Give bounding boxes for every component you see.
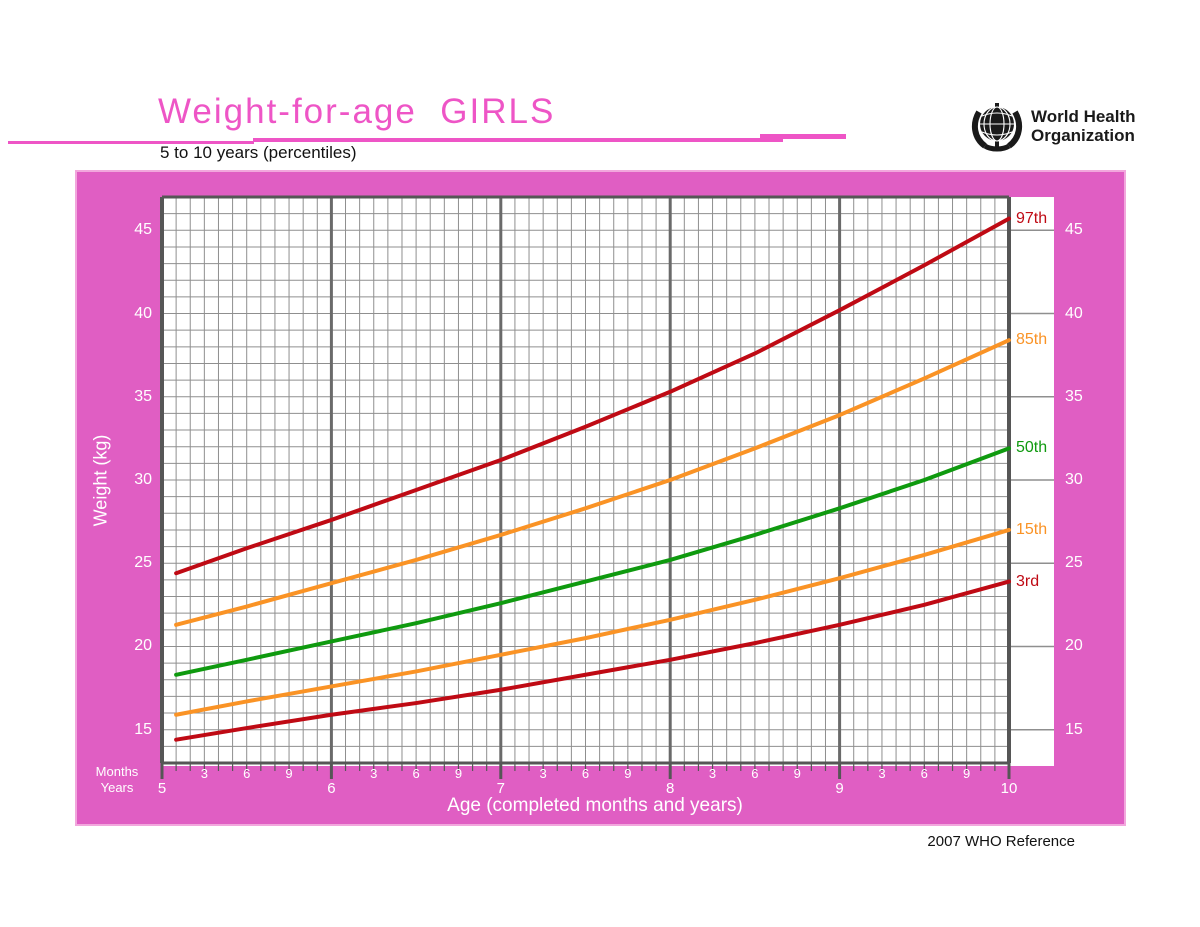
xtick-label-year: 5: [157, 780, 167, 797]
months-row-caption: Months: [95, 764, 139, 779]
curve-label-97th: 97th: [1016, 209, 1048, 227]
xtick-label-month: 6: [412, 766, 420, 781]
xtick-label-month: 6: [920, 766, 928, 781]
ytick-label-left: 30: [134, 471, 152, 488]
percentile-curve-50th: [174, 446, 1011, 677]
percentile-curve-97th: [174, 216, 1011, 576]
ytick-label-left: 15: [134, 720, 152, 738]
ytick-label-right: 35: [1065, 387, 1083, 405]
xtick-label-year: 6: [327, 780, 336, 797]
ytick-label-right: 15: [1065, 720, 1083, 738]
chart-panel: 15 15 20 20 25 25 30 30 35 35 40 40 45 45 5 3 6 9 6 3 6 9 7 3 6 9…: [75, 170, 1126, 826]
xtick-label-month: 9: [793, 766, 801, 781]
percentile-curve-85th: [174, 338, 1011, 627]
ytick-label-left: 40: [134, 304, 152, 322]
ytick-label-left: 25: [134, 554, 152, 572]
panel-edge: [75, 170, 1126, 826]
axis-labels-overlay: 15 15 20 20 25 25 30 30 35 35 40 40 45 45 5 3 6 9 6 3 6 9 7 3 6 9…: [75, 170, 1126, 826]
percentile-curve-3rd: [174, 579, 1011, 742]
curve-label-3rd: 3rd: [1016, 572, 1040, 590]
title-underline-segment: [253, 138, 783, 142]
xtick-label-month: 9: [454, 766, 463, 781]
ytick-label-right: 25: [1065, 554, 1083, 572]
xtick-label-month: 3: [370, 766, 378, 781]
years-row-caption: Years: [100, 780, 134, 795]
ytick-label-left: 45: [134, 221, 152, 239]
xtick-label-year: 8: [666, 780, 675, 797]
xtick-label-month: 9: [285, 766, 293, 781]
who-logo-line2: Organization: [1031, 126, 1135, 145]
who-logo-text: World Health Organization: [1031, 107, 1136, 145]
ytick-label-right: 30: [1065, 471, 1083, 488]
xtick-label-month: 3: [539, 766, 547, 781]
xtick-label-year: 9: [835, 780, 844, 797]
who-globe-icon: [971, 103, 1023, 152]
y-axis-title: Weight (kg): [90, 434, 111, 527]
ytick-label-right: 20: [1065, 637, 1083, 655]
xtick-label-month: 9: [624, 766, 632, 781]
ytick-label-left: 20: [134, 637, 152, 655]
title-underline-segment: [8, 141, 254, 144]
xtick-label-month: 3: [708, 766, 717, 781]
percentile-curve-15th: [174, 527, 1011, 717]
reference-note: 2007 WHO Reference: [927, 833, 1075, 850]
curve-label-85th: 85th: [1016, 331, 1048, 349]
ytick-label-right: 45: [1065, 221, 1083, 239]
curve-label-15th: 15th: [1016, 520, 1048, 538]
xtick-label-month: 9: [963, 766, 971, 781]
title-underline-segment: [760, 134, 846, 139]
page-title: Weight-for-age GIRLS: [158, 92, 556, 131]
growth-curves-plot: [75, 170, 1126, 826]
xtick-label-year: 7: [496, 780, 505, 797]
xtick-label-year: 10: [1000, 780, 1018, 797]
who-logo-line1: World Health: [1031, 107, 1136, 126]
x-axis-title: Age (completed months and years): [447, 795, 743, 816]
xtick-label-month: 3: [878, 766, 886, 781]
xtick-label-month: 6: [581, 766, 590, 781]
ytick-label-left: 35: [134, 387, 152, 405]
ytick-label-right: 40: [1065, 304, 1083, 322]
page-subtitle: 5 to 10 years (percentiles): [160, 143, 357, 162]
xtick-label-month: 6: [751, 766, 759, 781]
curve-label-50th: 50th: [1016, 439, 1048, 457]
xtick-label-month: 3: [200, 766, 208, 781]
who-logo: World Health Organization: [971, 100, 1191, 156]
xtick-label-month: 6: [243, 766, 251, 781]
